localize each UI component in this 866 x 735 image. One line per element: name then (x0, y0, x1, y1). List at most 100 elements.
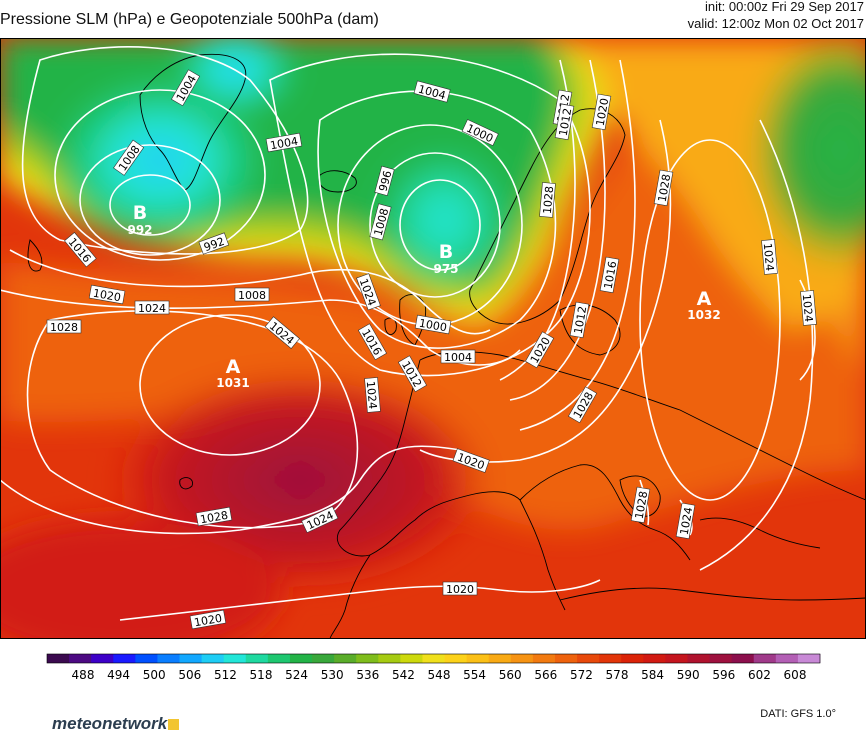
colorbar-swatch (378, 654, 401, 663)
colorbar-swatch (621, 654, 644, 663)
colorbar-tick-label: 608 (784, 668, 807, 682)
isobar-label: 1004 (265, 132, 303, 152)
colorbar-swatch (665, 654, 688, 663)
colorbar-swatch (422, 654, 445, 663)
colorbar-swatch (599, 654, 622, 663)
center-value: 1032 (687, 308, 720, 322)
colorbar-swatch (444, 654, 468, 663)
isobar-label: 1020 (442, 581, 478, 596)
center-low-greenland: B 992 (127, 202, 152, 237)
center-high-eastern-europe: A 1032 (687, 288, 720, 322)
geopotential-field (0, 38, 866, 639)
svg-text:1000: 1000 (418, 317, 448, 335)
colorbar-swatch (334, 654, 357, 663)
colorbar-swatch (267, 654, 291, 663)
colorbar-tick-label: 494 (107, 668, 130, 682)
isobars (0, 46, 816, 621)
colorbar-swatch (488, 654, 512, 663)
colorbar-swatch (466, 654, 490, 663)
isobar-label: 1028 (46, 319, 82, 334)
colorbar-swatch (731, 654, 755, 663)
colorbar-tick-label: 584 (641, 668, 664, 682)
center-low-norway: B 975 (433, 241, 458, 276)
colorbar-swatch (753, 654, 777, 663)
brand-square-icon (168, 719, 180, 730)
isobar-label: 1008 (234, 287, 270, 302)
svg-text:1028: 1028 (656, 173, 674, 203)
svg-text:1012: 1012 (572, 305, 590, 335)
colorbar-tick-label: 602 (748, 668, 771, 682)
isobar-label: 1028 (630, 486, 650, 524)
colorbar-swatch (135, 654, 158, 663)
colorbar-frame (46, 653, 821, 664)
center-value: 992 (127, 223, 152, 237)
isobar-label: 1028 (539, 182, 556, 218)
pressure-centers: B 992 B 975 A 1031 A 1032 (127, 202, 720, 390)
colorbar-tick-labels: 488 494 500 506 512 518 524 530 536 542 548 554 560 5… (72, 668, 807, 682)
svg-text:1028: 1028 (541, 186, 556, 215)
svg-text:1024: 1024 (678, 506, 696, 536)
svg-text:1020: 1020 (92, 287, 122, 305)
colorbar-swatch (113, 654, 136, 663)
isobar-label: 1020 (189, 609, 227, 629)
colorbar-swatch (577, 654, 600, 663)
center-letter: A (226, 356, 241, 378)
svg-text:1020: 1020 (446, 583, 474, 596)
svg-text:1024: 1024 (800, 294, 815, 323)
colorbar-tick-label: 488 (72, 668, 95, 682)
colorbar-swatch (400, 654, 423, 663)
colorbar-swatch (47, 654, 70, 663)
svg-text:1024: 1024 (761, 243, 776, 272)
isobar-label: 1024 (800, 290, 817, 326)
data-source: DATI: GFS 1.0° (760, 708, 836, 720)
isobar-label: 1024 (761, 239, 778, 275)
svg-text:1024: 1024 (138, 302, 166, 315)
center-letter: B (133, 202, 147, 224)
colorbar-swatch (201, 654, 225, 663)
colorbar-tick-label: 596 (712, 668, 735, 682)
isobar-label: 1016 (599, 256, 620, 294)
center-letter: B (439, 241, 453, 263)
isobar-label: 1024 (675, 502, 696, 540)
brand-text: meteonetwork (52, 714, 168, 733)
center-letter: A (697, 288, 712, 310)
colorbar-swatches (46, 653, 821, 664)
colorbar-swatch (709, 654, 733, 663)
center-high-azores: A 1031 (216, 356, 249, 390)
colorbar-swatch (797, 654, 821, 663)
svg-text:1016: 1016 (602, 260, 620, 290)
meteonetwork-logo: meteonetwork (52, 714, 180, 734)
weather-map: 1004100810041004100010121020101210161020… (0, 38, 866, 639)
svg-text:1028: 1028 (199, 509, 229, 527)
colorbar-swatch (643, 654, 666, 663)
svg-text:1028: 1028 (50, 321, 78, 334)
colorbar-swatch (687, 654, 710, 663)
map-title: Pressione SLM (hPa) e Geopotenziale 500h… (0, 11, 379, 28)
colorbar-tick-label: 524 (285, 668, 308, 682)
colorbar-swatch (179, 654, 202, 663)
colorbar-tick-label: 566 (534, 668, 557, 682)
svg-text:1008: 1008 (238, 289, 266, 302)
valid-time: valid: 12:00z Mon 02 Oct 2017 (687, 16, 864, 31)
colorbar-swatch (91, 654, 114, 663)
colorbar-tick-label: 530 (321, 668, 344, 682)
colorbar-tick-label: 500 (143, 668, 166, 682)
isobar-label: 1012 (554, 103, 574, 141)
colorbar-tick-label: 536 (356, 668, 379, 682)
colorbar-tick-label: 512 (214, 668, 237, 682)
isobar-label: 1004 (440, 349, 476, 364)
colorbar-swatch (245, 654, 269, 663)
isobar-label: 1020 (88, 284, 126, 305)
svg-text:996: 996 (376, 169, 394, 193)
colorbar-tick-label: 590 (677, 668, 700, 682)
colorbar-swatch (69, 654, 92, 663)
colorbar-swatch (510, 654, 534, 663)
colorbar-tick-label: 542 (392, 668, 415, 682)
colorbar-swatch (775, 654, 799, 663)
isobar-label: 996 (374, 165, 395, 196)
isobar-label: 1024 (134, 300, 170, 315)
colorbar-tick-label: 518 (250, 668, 273, 682)
colorbar-swatch (223, 654, 247, 663)
colorbar-tick-label: 578 (606, 668, 629, 682)
colorbar-tick-label: 506 (178, 668, 201, 682)
